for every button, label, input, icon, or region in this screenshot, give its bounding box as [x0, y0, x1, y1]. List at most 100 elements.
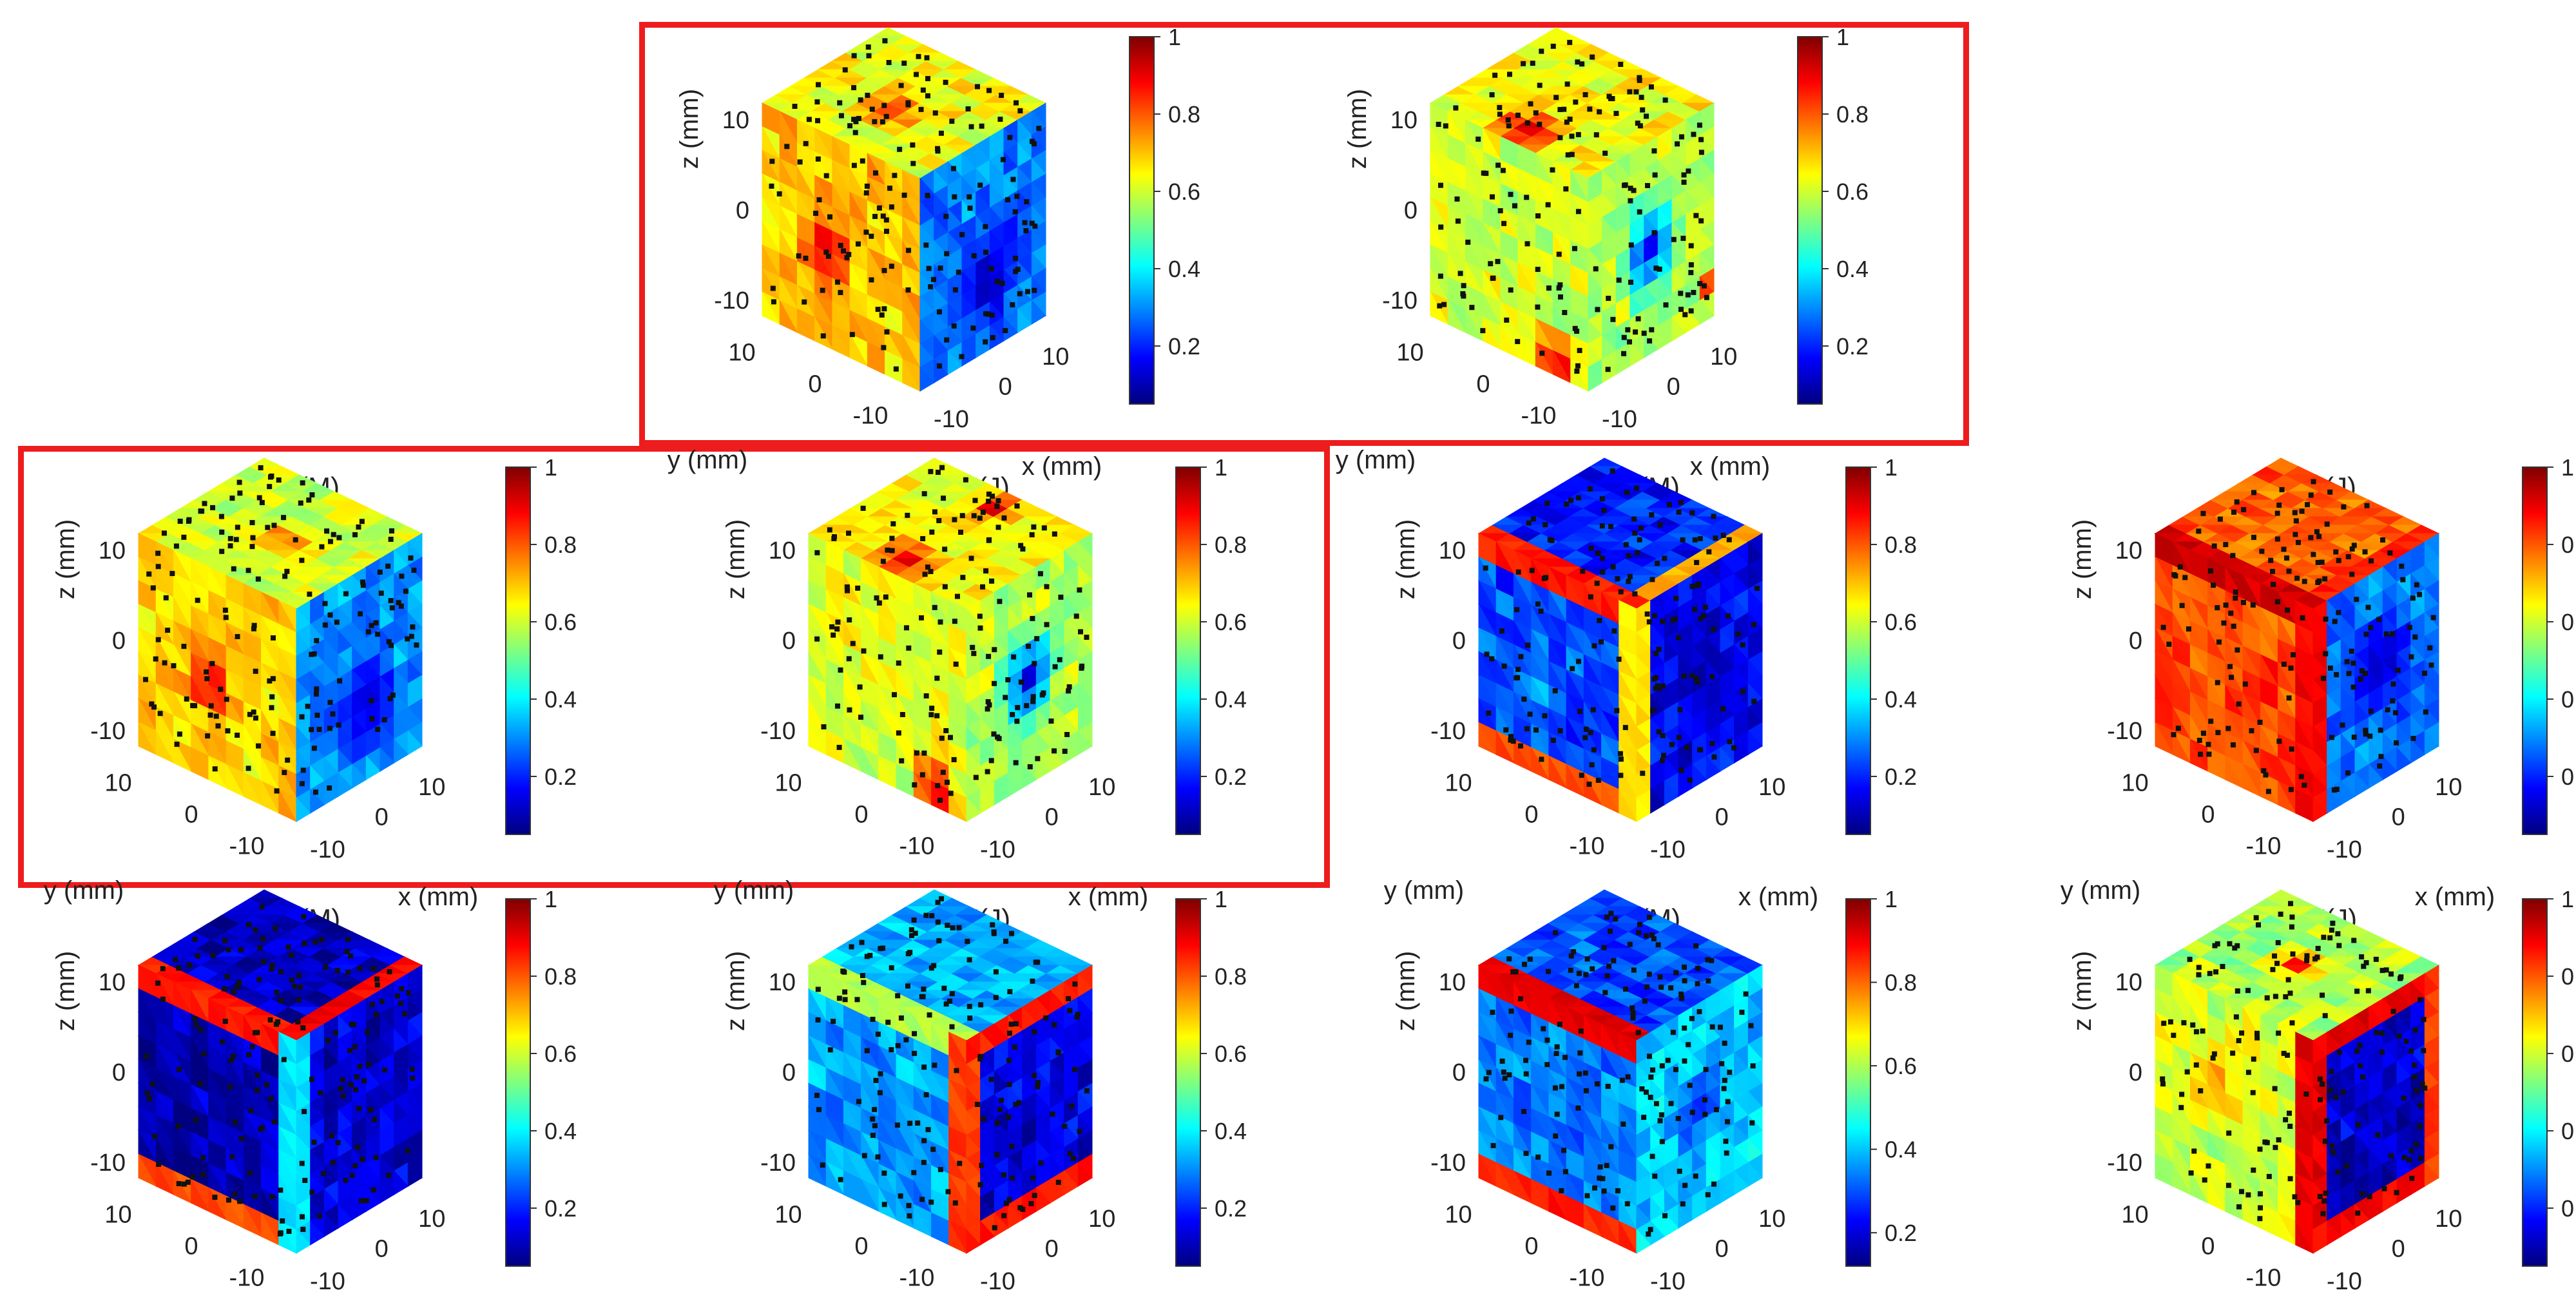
dipole-marker	[289, 952, 294, 958]
dipole-marker	[2365, 604, 2371, 610]
dipole-marker	[212, 1195, 218, 1200]
dipole-marker	[1627, 89, 1633, 95]
dipole-marker	[1688, 270, 1694, 276]
z-tick-label: -10	[1430, 718, 1466, 745]
dipole-marker	[1572, 325, 1578, 331]
dipole-marker	[1590, 707, 1596, 713]
dipole-marker	[1657, 522, 1663, 528]
dipole-marker	[2171, 732, 2177, 738]
dipole-marker	[198, 1081, 204, 1086]
dipole-marker	[881, 345, 887, 351]
dipole-marker	[1678, 134, 1684, 140]
dipole-marker	[977, 613, 983, 619]
dipole-marker	[264, 1082, 269, 1088]
y-tick-label: -10	[899, 833, 934, 860]
dipole-marker	[1637, 123, 1643, 129]
dipole-marker	[872, 119, 878, 124]
dipole-marker	[1533, 110, 1539, 116]
dipole-marker	[331, 532, 336, 537]
dipole-marker	[332, 1030, 338, 1035]
colorbar-gradient	[2522, 466, 2548, 835]
dipole-marker	[892, 692, 898, 698]
colorbar-tick-label: 0.4	[1215, 686, 1247, 713]
dipole-marker	[319, 544, 325, 550]
dipole-marker	[255, 1088, 260, 1093]
dipole-marker	[943, 213, 949, 219]
dipole-marker	[314, 713, 320, 718]
dipole-marker	[252, 1193, 258, 1199]
dipole-marker	[1012, 209, 1018, 215]
dipole-marker	[1483, 171, 1489, 177]
dipole-marker	[1701, 613, 1707, 619]
dipole-marker	[1649, 327, 1655, 332]
dipole-marker	[2390, 681, 2396, 687]
z-tick-label: 0	[782, 628, 796, 655]
x-axis-label: x (mm)	[1690, 452, 1770, 481]
dipole-marker	[205, 733, 211, 739]
dipole-marker	[300, 1226, 306, 1232]
dipole-marker	[269, 967, 274, 972]
dipole-marker	[364, 1029, 370, 1035]
dipole-marker	[884, 329, 890, 335]
dipole-marker	[1564, 81, 1570, 87]
dipole-marker	[229, 1154, 235, 1160]
dipole-marker	[959, 354, 965, 360]
dipole-marker	[973, 774, 979, 780]
dipole-marker	[959, 232, 965, 238]
dipole-marker	[399, 573, 405, 579]
x-tick-label: -10	[2327, 836, 2362, 863]
dipole-marker	[411, 568, 417, 573]
dipole-marker	[250, 535, 256, 541]
y-tick-label: 0	[854, 802, 868, 829]
dipole-marker	[2329, 735, 2334, 740]
dipole-marker	[1660, 733, 1666, 738]
dipole-marker	[952, 194, 957, 200]
dipole-marker	[2233, 595, 2238, 601]
dipole-marker	[1663, 302, 1669, 308]
z-axis-label: z (mm)	[1343, 89, 1372, 169]
dipole-marker	[1628, 280, 1633, 285]
dipole-marker	[268, 1095, 274, 1101]
dipole-marker	[295, 1019, 301, 1024]
dipole-marker	[925, 564, 930, 570]
dipole-marker	[271, 635, 276, 641]
dipole-marker	[1666, 501, 1672, 507]
dipole-marker	[941, 495, 947, 501]
dipole-marker	[1579, 773, 1584, 778]
dipole-marker	[1546, 285, 1552, 291]
dipole-marker	[253, 1030, 258, 1035]
dipole-marker	[1515, 569, 1521, 575]
dipole-marker	[816, 197, 822, 203]
dipole-marker	[947, 735, 953, 740]
dipole-marker	[1595, 777, 1601, 783]
dipole-marker	[340, 1093, 346, 1099]
cube-surface	[137, 457, 423, 823]
dipole-marker	[1575, 209, 1581, 215]
dipole-marker	[274, 788, 280, 794]
surface-cell	[155, 731, 175, 764]
dipole-marker	[401, 1011, 407, 1017]
dipole-marker	[995, 524, 1001, 530]
dipole-marker	[924, 55, 930, 61]
dipole-marker	[260, 936, 265, 942]
dipole-marker	[1681, 673, 1687, 679]
dipole-marker	[1034, 636, 1040, 642]
dipole-marker	[1688, 308, 1694, 314]
dipole-marker	[1492, 72, 1498, 78]
surface-cell	[2265, 457, 2299, 467]
dipole-marker	[322, 601, 328, 606]
colorbar: 0.20.40.60.81	[505, 454, 577, 835]
y-axis-label: y (mm)	[668, 446, 747, 474]
dipole-marker	[1678, 767, 1684, 773]
surface-cell	[1535, 342, 1554, 376]
dipole-marker	[2385, 707, 2390, 713]
dipole-marker	[925, 193, 930, 198]
dipole-marker	[1650, 707, 1656, 713]
dipole-marker	[1697, 747, 1703, 753]
dipole-marker	[990, 334, 995, 340]
y-tick-label: -10	[852, 403, 888, 430]
dipole-marker	[1457, 271, 1463, 276]
surface-cell	[762, 292, 781, 325]
dipole-marker	[1480, 328, 1486, 334]
y-tick-label: 10	[728, 339, 755, 366]
